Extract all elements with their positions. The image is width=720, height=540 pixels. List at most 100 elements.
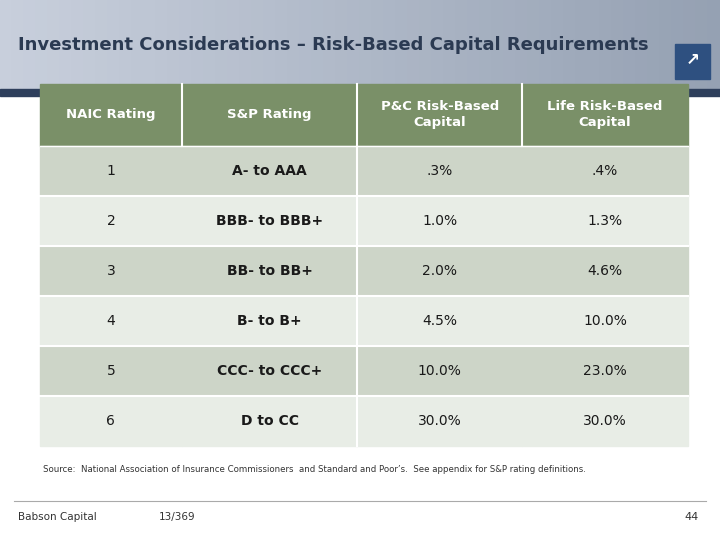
Bar [312, 0, 325, 89]
Bar [420, 0, 433, 89]
Text: 44: 44 [684, 512, 698, 522]
Bar [408, 0, 421, 89]
Bar [48, 0, 61, 89]
Bar [523, 246, 688, 296]
Bar [660, 0, 673, 89]
Bar [182, 346, 357, 395]
Text: 10.0%: 10.0% [418, 363, 462, 377]
Bar [523, 146, 688, 195]
Bar [357, 346, 523, 395]
Bar [216, 0, 230, 89]
Bar [24, 0, 37, 89]
Bar [0, 0, 14, 89]
Text: 4.6%: 4.6% [588, 264, 623, 278]
Bar [348, 0, 361, 89]
Text: CCC- to CCC+: CCC- to CCC+ [217, 363, 323, 377]
Bar [156, 0, 169, 89]
Text: S&P Rating: S&P Rating [228, 108, 312, 122]
Bar [516, 0, 529, 89]
Bar [357, 295, 523, 346]
Bar [576, 0, 590, 89]
Bar [132, 0, 145, 89]
Text: .3%: .3% [427, 164, 453, 178]
Bar [384, 0, 397, 89]
Bar [60, 0, 73, 89]
Text: 6: 6 [107, 414, 115, 428]
Text: 2.0%: 2.0% [422, 264, 457, 278]
Text: 5: 5 [107, 363, 115, 377]
Bar [468, 0, 482, 89]
Text: .4%: .4% [592, 164, 618, 178]
Text: 4: 4 [107, 314, 115, 328]
Text: 30.0%: 30.0% [418, 414, 462, 428]
Bar [36, 0, 50, 89]
Bar [182, 246, 357, 296]
Bar [0, 89, 720, 96]
Bar [523, 346, 688, 395]
Bar [40, 146, 182, 195]
Bar [357, 246, 523, 296]
Bar [612, 0, 626, 89]
Bar [182, 395, 357, 445]
Bar [456, 0, 469, 89]
Bar [523, 195, 688, 246]
Text: 23.0%: 23.0% [583, 363, 627, 377]
Text: 1.0%: 1.0% [422, 214, 457, 228]
Bar [372, 0, 385, 89]
Bar [144, 0, 158, 89]
Bar [288, 0, 302, 89]
Bar [276, 0, 289, 89]
Bar [40, 84, 182, 146]
Bar [504, 0, 518, 89]
Bar [40, 346, 182, 395]
Bar [192, 0, 205, 89]
Bar [264, 0, 277, 89]
Bar [180, 0, 194, 89]
Bar [360, 0, 374, 89]
Text: 2: 2 [107, 214, 115, 228]
Text: Life Risk-Based
Capital: Life Risk-Based Capital [547, 100, 662, 129]
Bar [182, 295, 357, 346]
Bar [564, 0, 577, 89]
Bar [624, 0, 637, 89]
Bar [182, 84, 357, 146]
Text: Babson Capital: Babson Capital [18, 512, 96, 522]
Bar [252, 0, 266, 89]
Bar [336, 0, 349, 89]
Bar [40, 195, 182, 246]
Bar [672, 0, 685, 89]
Bar [636, 0, 649, 89]
Text: 1.3%: 1.3% [588, 214, 623, 228]
Text: ↗: ↗ [685, 51, 700, 69]
Bar [84, 0, 97, 89]
Bar [240, 0, 253, 89]
Text: Source:  National Association of Insurance Commissioners  and Standard and Poor’: Source: National Association of Insuranc… [43, 465, 586, 474]
Bar [696, 0, 709, 89]
Text: BBB- to BBB+: BBB- to BBB+ [216, 214, 323, 228]
Bar [396, 0, 410, 89]
Bar [228, 0, 241, 89]
Bar [684, 0, 698, 89]
Text: Investment Considerations – Risk-Based Capital Requirements: Investment Considerations – Risk-Based C… [18, 36, 649, 53]
Bar [528, 0, 541, 89]
Text: A- to AAA: A- to AAA [233, 164, 307, 178]
Bar [40, 395, 182, 445]
Bar [648, 0, 662, 89]
Bar [523, 295, 688, 346]
Bar [523, 84, 688, 146]
Bar [480, 0, 493, 89]
Bar [12, 0, 25, 89]
Text: 13/369: 13/369 [158, 512, 195, 522]
Bar [357, 84, 523, 146]
Bar [96, 0, 109, 89]
Bar [40, 246, 182, 296]
Text: B- to B+: B- to B+ [238, 314, 302, 328]
Bar [432, 0, 446, 89]
Bar [444, 0, 457, 89]
Text: 3: 3 [107, 264, 115, 278]
Bar [675, 44, 710, 79]
Bar [108, 0, 122, 89]
Bar [182, 195, 357, 246]
Bar [540, 0, 554, 89]
Text: D to CC: D to CC [240, 414, 299, 428]
